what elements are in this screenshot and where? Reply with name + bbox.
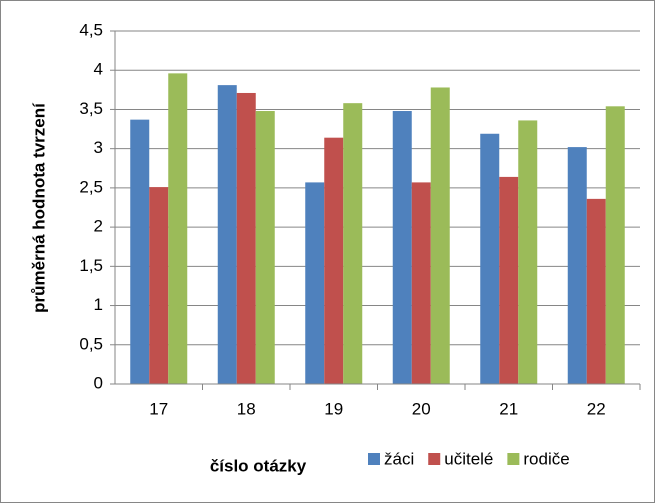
- bar: [255, 111, 275, 384]
- y-tick-label: 3: [94, 138, 103, 157]
- x-tick-label: 21: [499, 399, 518, 418]
- bar: [605, 106, 625, 384]
- legend-swatch: [507, 453, 520, 465]
- y-tick-label: 3,5: [79, 99, 103, 118]
- y-tick-label: 1: [94, 295, 103, 314]
- bar: [236, 92, 256, 385]
- bar: [217, 85, 237, 385]
- x-tick-label: 22: [587, 399, 606, 418]
- bar: [149, 187, 169, 384]
- x-tick-label: 17: [149, 399, 168, 418]
- bar: [343, 103, 363, 385]
- bar: [499, 176, 519, 384]
- y-tick-label: 2: [94, 217, 103, 236]
- x-axis-title: číslo otázky: [210, 456, 307, 475]
- y-tick-label: 2,5: [79, 177, 103, 196]
- y-tick-label: 4: [94, 60, 103, 79]
- y-tick-label: 0: [94, 373, 103, 392]
- bar: [130, 119, 150, 385]
- legend-swatch: [428, 453, 441, 465]
- bar: [586, 198, 606, 384]
- bar: [430, 87, 450, 384]
- legend-swatch: [368, 453, 380, 465]
- y-axis-title: průměrná hodnota tvrzení: [29, 102, 48, 313]
- y-tick-label: 0,5: [79, 334, 103, 353]
- bar: [518, 120, 538, 384]
- bar: [324, 137, 344, 384]
- y-tick-label: 4,5: [79, 20, 103, 39]
- x-tick-label: 19: [324, 399, 343, 418]
- bar: [392, 111, 412, 384]
- legend-label: učitelé: [444, 449, 493, 468]
- y-tick-label: 1,5: [79, 256, 103, 275]
- x-tick-label: 18: [237, 399, 256, 418]
- bar: [480, 133, 500, 384]
- legend-label: žáci: [384, 449, 414, 468]
- x-tick-label: 20: [412, 399, 431, 418]
- bar: [168, 73, 188, 385]
- bar: [411, 182, 431, 384]
- legend-label: rodiče: [523, 449, 569, 468]
- bar: [567, 147, 587, 384]
- bar: [305, 182, 325, 384]
